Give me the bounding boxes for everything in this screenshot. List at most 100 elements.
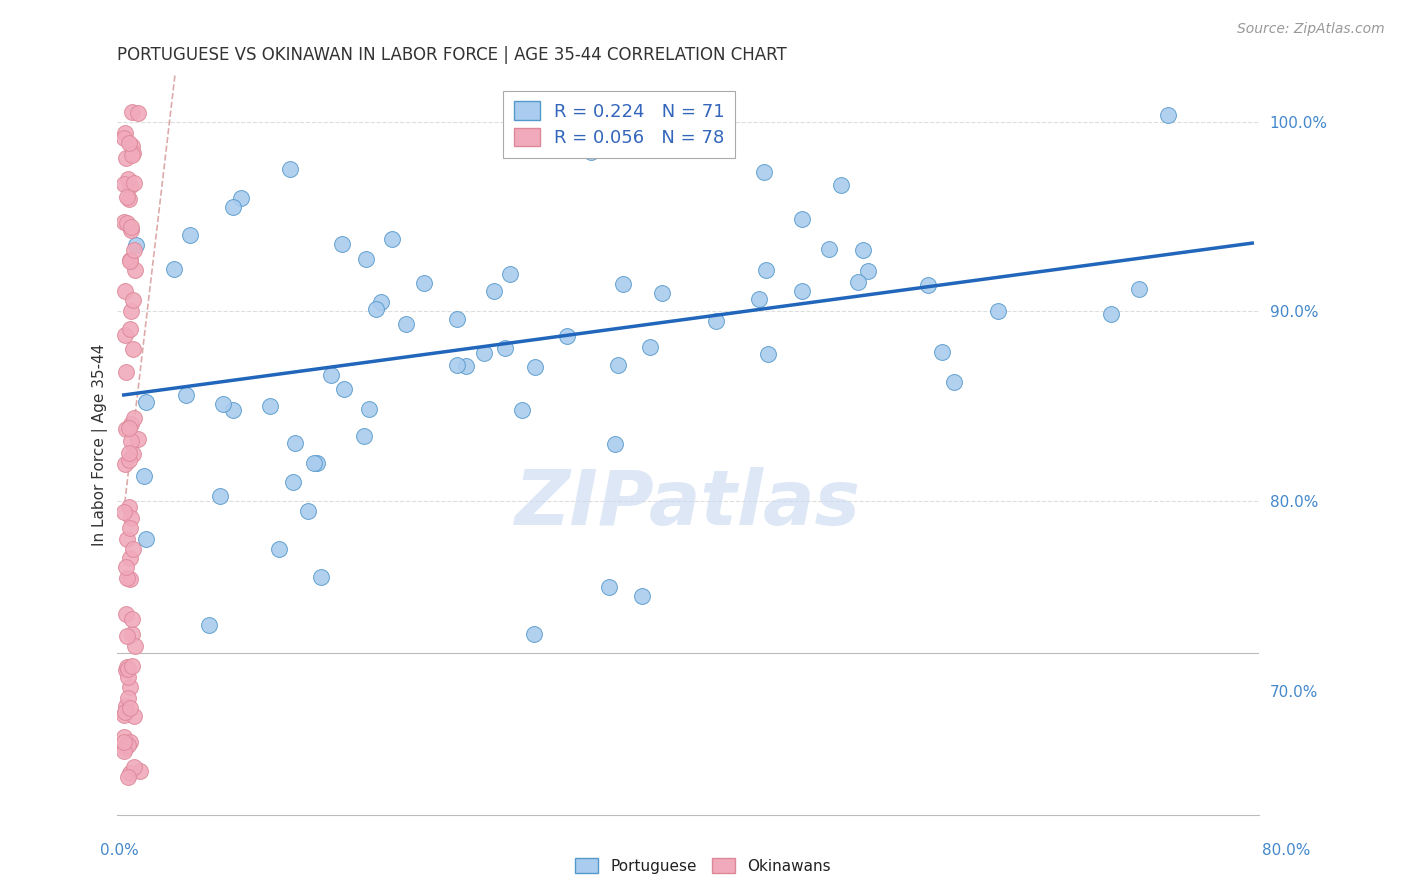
Point xyxy=(651,285,673,300)
Point xyxy=(278,162,301,177)
Point xyxy=(117,171,139,186)
Point xyxy=(120,510,142,524)
Point xyxy=(598,580,620,594)
Point xyxy=(353,429,375,443)
Point xyxy=(987,304,1010,318)
Point xyxy=(370,294,392,309)
Point xyxy=(472,345,495,359)
Point xyxy=(121,148,143,162)
Point xyxy=(122,760,145,774)
Point xyxy=(117,738,139,752)
Point xyxy=(830,178,852,192)
Point xyxy=(114,126,136,140)
Point xyxy=(852,244,875,258)
Point xyxy=(607,358,630,372)
Point xyxy=(112,215,135,229)
Point xyxy=(112,744,135,758)
Point xyxy=(752,165,775,179)
Point xyxy=(917,277,939,292)
Point xyxy=(499,267,522,281)
Point xyxy=(1099,307,1122,321)
Point xyxy=(120,252,142,267)
Point xyxy=(122,146,145,161)
Text: PORTUGUESE VS OKINAWAN IN LABOR FORCE | AGE 35-44 CORRELATION CHART: PORTUGUESE VS OKINAWAN IN LABOR FORCE | … xyxy=(117,46,786,64)
Point xyxy=(309,570,332,584)
Point xyxy=(120,220,142,235)
Point xyxy=(120,434,142,448)
Point xyxy=(118,700,141,714)
Point xyxy=(446,359,468,373)
Point xyxy=(122,411,145,425)
Point xyxy=(121,611,143,625)
Point xyxy=(118,136,141,151)
Point xyxy=(117,770,139,784)
Point xyxy=(792,212,814,227)
Point xyxy=(395,317,418,331)
Point xyxy=(357,402,380,417)
Point xyxy=(259,399,281,413)
Point xyxy=(222,402,245,417)
Point xyxy=(115,559,138,574)
Point xyxy=(120,680,142,694)
Point xyxy=(364,301,387,316)
Point xyxy=(121,105,143,120)
Point xyxy=(412,277,434,291)
Point xyxy=(127,105,149,120)
Point xyxy=(114,284,136,298)
Point xyxy=(115,607,138,621)
Point xyxy=(484,284,506,298)
Point xyxy=(125,238,148,252)
Point xyxy=(114,365,136,379)
Point xyxy=(117,190,139,204)
Point xyxy=(115,699,138,714)
Legend: Portuguese, Okinawans: Portuguese, Okinawans xyxy=(569,852,837,880)
Point xyxy=(115,660,138,674)
Point xyxy=(557,329,579,343)
Point xyxy=(115,421,138,435)
Point xyxy=(124,176,146,190)
Point xyxy=(121,659,143,673)
Point xyxy=(128,764,150,778)
Point xyxy=(120,765,142,780)
Point xyxy=(120,521,142,535)
Point xyxy=(297,504,319,518)
Point xyxy=(112,735,135,749)
Point xyxy=(120,417,142,432)
Point xyxy=(118,500,141,515)
Point xyxy=(117,453,139,467)
Point xyxy=(631,589,654,603)
Point xyxy=(122,293,145,307)
Point xyxy=(494,341,516,355)
Point xyxy=(114,458,136,472)
Point xyxy=(114,740,136,755)
Legend: R = 0.224   N = 71, R = 0.056   N = 78: R = 0.224 N = 71, R = 0.056 N = 78 xyxy=(503,91,735,158)
Point xyxy=(118,446,141,460)
Point xyxy=(332,382,354,396)
Point xyxy=(122,447,145,461)
Point xyxy=(209,489,232,503)
Point xyxy=(704,314,727,328)
Point xyxy=(284,435,307,450)
Point xyxy=(197,617,219,632)
Point xyxy=(115,532,138,546)
Point xyxy=(112,708,135,723)
Point xyxy=(127,432,149,446)
Point xyxy=(305,456,328,470)
Point xyxy=(114,663,136,677)
Point xyxy=(124,640,146,654)
Point xyxy=(134,533,156,547)
Point xyxy=(454,359,477,373)
Point xyxy=(118,734,141,748)
Point xyxy=(118,572,141,586)
Point xyxy=(818,242,841,256)
Point xyxy=(179,228,201,243)
Point xyxy=(121,139,143,153)
Point xyxy=(118,178,141,193)
Point xyxy=(229,190,252,204)
Point xyxy=(212,397,235,411)
Point xyxy=(118,421,141,435)
Point xyxy=(115,216,138,230)
Point xyxy=(612,277,634,291)
Point xyxy=(222,200,245,214)
Point xyxy=(115,739,138,753)
